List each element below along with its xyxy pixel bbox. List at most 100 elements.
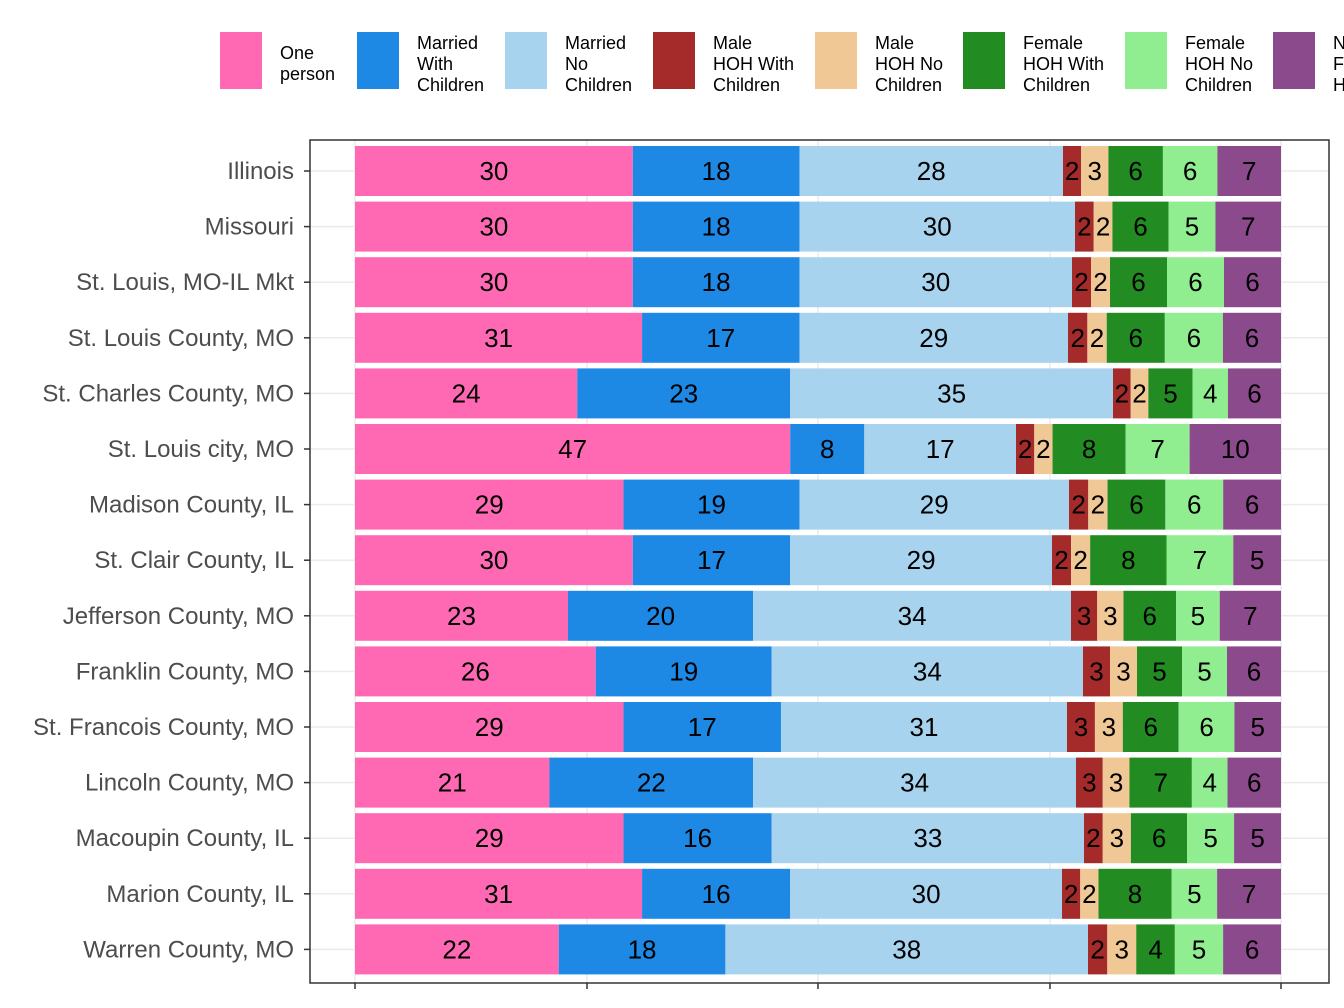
data-label: 2 [1091, 490, 1105, 520]
data-label: 30 [921, 267, 950, 297]
data-label: 2 [1132, 378, 1146, 408]
bar-segment [1090, 535, 1167, 586]
bar-segment [1069, 479, 1089, 530]
bar-segment [355, 312, 643, 363]
data-label: 6 [1247, 768, 1261, 798]
bar-segment [1123, 590, 1176, 641]
bar-segment [1176, 590, 1220, 641]
bar-segment [1087, 312, 1107, 363]
data-label: 5 [1250, 545, 1264, 575]
data-label: 7 [1193, 545, 1207, 575]
data-label: 29 [907, 545, 936, 575]
bar-row: 29 16 33 2 3 6 5 5 [355, 813, 1281, 864]
bar-segment [355, 646, 596, 697]
bar-segment [1068, 312, 1088, 363]
data-label: 5 [1197, 656, 1211, 686]
bar-segment [780, 702, 1067, 752]
legend-label: Children [1185, 75, 1252, 95]
bar-segment [1110, 257, 1167, 308]
bar-segment [1062, 868, 1081, 919]
data-label: 31 [910, 712, 939, 742]
bar-segment [355, 368, 578, 419]
legend-label: Children [565, 75, 632, 95]
bar-row: 21 22 34 3 3 7 4 6 [355, 757, 1281, 808]
data-label: 2 [1064, 879, 1078, 909]
bar-row: 26 19 34 3 3 5 5 6 [355, 646, 1281, 697]
data-label: 2 [1093, 267, 1107, 297]
data-label: 29 [919, 323, 948, 353]
data-label: 7 [1243, 601, 1257, 631]
data-label: 4 [1203, 378, 1217, 408]
bar-segment [355, 924, 559, 975]
data-label: 34 [913, 656, 942, 686]
bar-segment [577, 368, 791, 419]
bar-row: 30 18 28 2 3 6 6 7 [355, 146, 1281, 196]
bar-segment [1113, 368, 1131, 419]
data-label: 5 [1185, 212, 1199, 242]
data-label: 23 [669, 378, 698, 408]
bar-segment [355, 424, 791, 474]
data-label: 4 [1202, 768, 1216, 798]
data-label: 31 [484, 323, 513, 353]
data-label: 18 [702, 267, 731, 297]
data-label: 2 [1018, 434, 1032, 464]
bar-segment [790, 535, 1052, 586]
bar-segment [1174, 924, 1224, 975]
bar-segment [790, 424, 865, 474]
bar-segment [355, 257, 633, 308]
bar-segment [753, 590, 1071, 641]
y-tick-label: Warren County, MO [83, 936, 294, 963]
bar-segment [549, 757, 754, 808]
bar-segment [1222, 312, 1281, 363]
bar-segment [1162, 146, 1218, 196]
data-label: 4 [1148, 934, 1162, 964]
bar-row: 22 18 38 2 3 4 5 6 [355, 924, 1281, 975]
y-tick-label: St. Louis County, MO [68, 325, 294, 352]
bar-segment [1234, 813, 1281, 864]
y-tick-label: Franklin County, MO [76, 658, 294, 685]
data-label: 5 [1163, 378, 1177, 408]
bar-segment [1063, 146, 1082, 196]
bar-segment [1071, 535, 1091, 586]
data-label: 30 [479, 156, 508, 186]
bar-segment [355, 535, 633, 586]
bar-segment [799, 312, 1068, 363]
data-label: 5 [1191, 601, 1205, 631]
bar-segment [753, 757, 1076, 808]
y-tick-label: Missouri [205, 214, 294, 241]
data-label: 30 [479, 545, 508, 575]
bar-segment [632, 257, 800, 308]
data-label: 5 [1203, 823, 1217, 853]
bar-row: 30 18 30 2 2 6 5 7 [355, 201, 1281, 252]
data-label: 17 [697, 545, 726, 575]
data-label: 6 [1143, 601, 1157, 631]
bar-segment [799, 479, 1069, 530]
data-label: 30 [479, 267, 508, 297]
data-label: 6 [1183, 156, 1197, 186]
bar-segment [623, 813, 772, 864]
legend-label: HOH No [875, 54, 943, 74]
data-label: 8 [820, 434, 834, 464]
y-tick-label: St. Louis city, MO [108, 436, 294, 463]
bar-segment [1107, 479, 1166, 530]
legend-key [815, 32, 857, 89]
data-label: 18 [702, 156, 731, 186]
legend-key [1273, 32, 1315, 89]
data-label: 2 [1073, 545, 1087, 575]
data-label: 7 [1242, 156, 1256, 186]
bar-segment [1178, 702, 1235, 752]
bar-segment [623, 702, 781, 752]
bar-segment [1227, 646, 1281, 697]
y-tick-label: St. Charles County, MO [42, 380, 294, 407]
bar-segment [595, 646, 772, 697]
data-label: 29 [920, 490, 949, 520]
legend-label: Male [875, 33, 914, 53]
data-label: 6 [1129, 323, 1143, 353]
legend-key [505, 32, 547, 89]
bar-segment [1107, 924, 1137, 975]
